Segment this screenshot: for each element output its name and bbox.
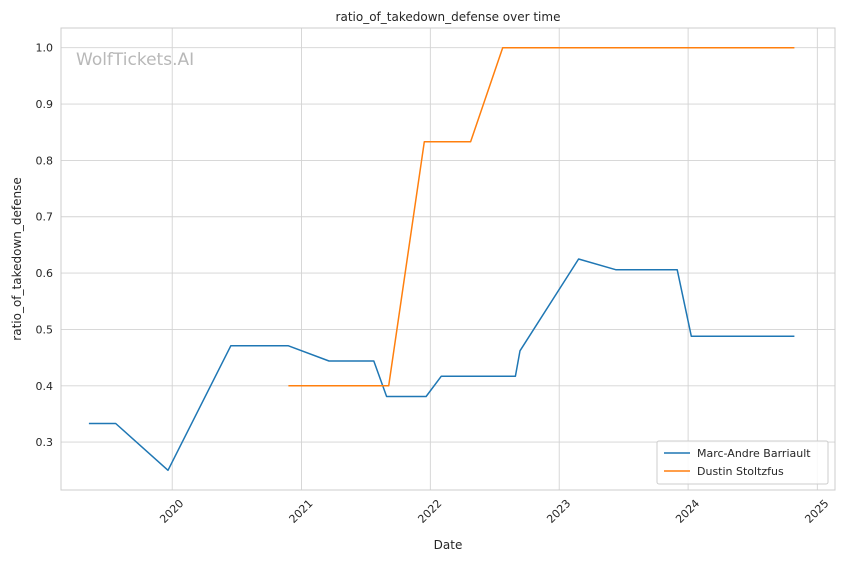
series-lines [88, 46, 795, 472]
legend: Marc-Andre Barriault Dustin Stoltzfus [656, 440, 829, 485]
x-tick-label: 2021 [287, 497, 316, 526]
x-tick-label: 2022 [415, 497, 444, 526]
y-tick-label: 0.6 [36, 267, 54, 280]
x-tick-label: 2023 [544, 497, 573, 526]
y-tick-label: 0.3 [36, 436, 54, 449]
series-line-dustin-stoltzfus [288, 46, 795, 387]
y-tick-label: 0.7 [36, 211, 54, 224]
x-tick-label: 2020 [157, 497, 186, 526]
y-axis-ticks: 0.3 0.4 0.5 0.6 0.7 0.8 0.9 1.0 [36, 42, 54, 449]
legend-label-marc-andre-barriault: Marc-Andre Barriault [697, 447, 811, 460]
x-axis-ticks: 2020 2021 2022 2023 2024 2025 [157, 497, 831, 526]
gridlines [61, 28, 835, 490]
y-tick-label: 0.4 [36, 380, 54, 393]
series-line-marc-andre-barriault [88, 258, 795, 472]
plot-background [61, 28, 835, 490]
plot-frame [60, 27, 836, 491]
legend-box [656, 440, 829, 485]
y-tick-label: 0.8 [36, 154, 54, 167]
chart-title: ratio_of_takedown_defense over time [336, 10, 561, 24]
y-tick-label: 0.9 [36, 98, 54, 111]
watermark-text: WolfTickets.AI [76, 50, 194, 70]
x-tick-label: 2024 [673, 497, 702, 526]
y-axis-label: ratio_of_takedown_defense [10, 177, 24, 340]
y-tick-label: 0.5 [36, 323, 54, 336]
y-tick-label: 1.0 [36, 42, 54, 55]
x-axis-label: Date [434, 538, 463, 552]
x-tick-label: 2025 [802, 497, 831, 526]
legend-label-dustin-stoltzfus: Dustin Stoltzfus [697, 465, 784, 478]
